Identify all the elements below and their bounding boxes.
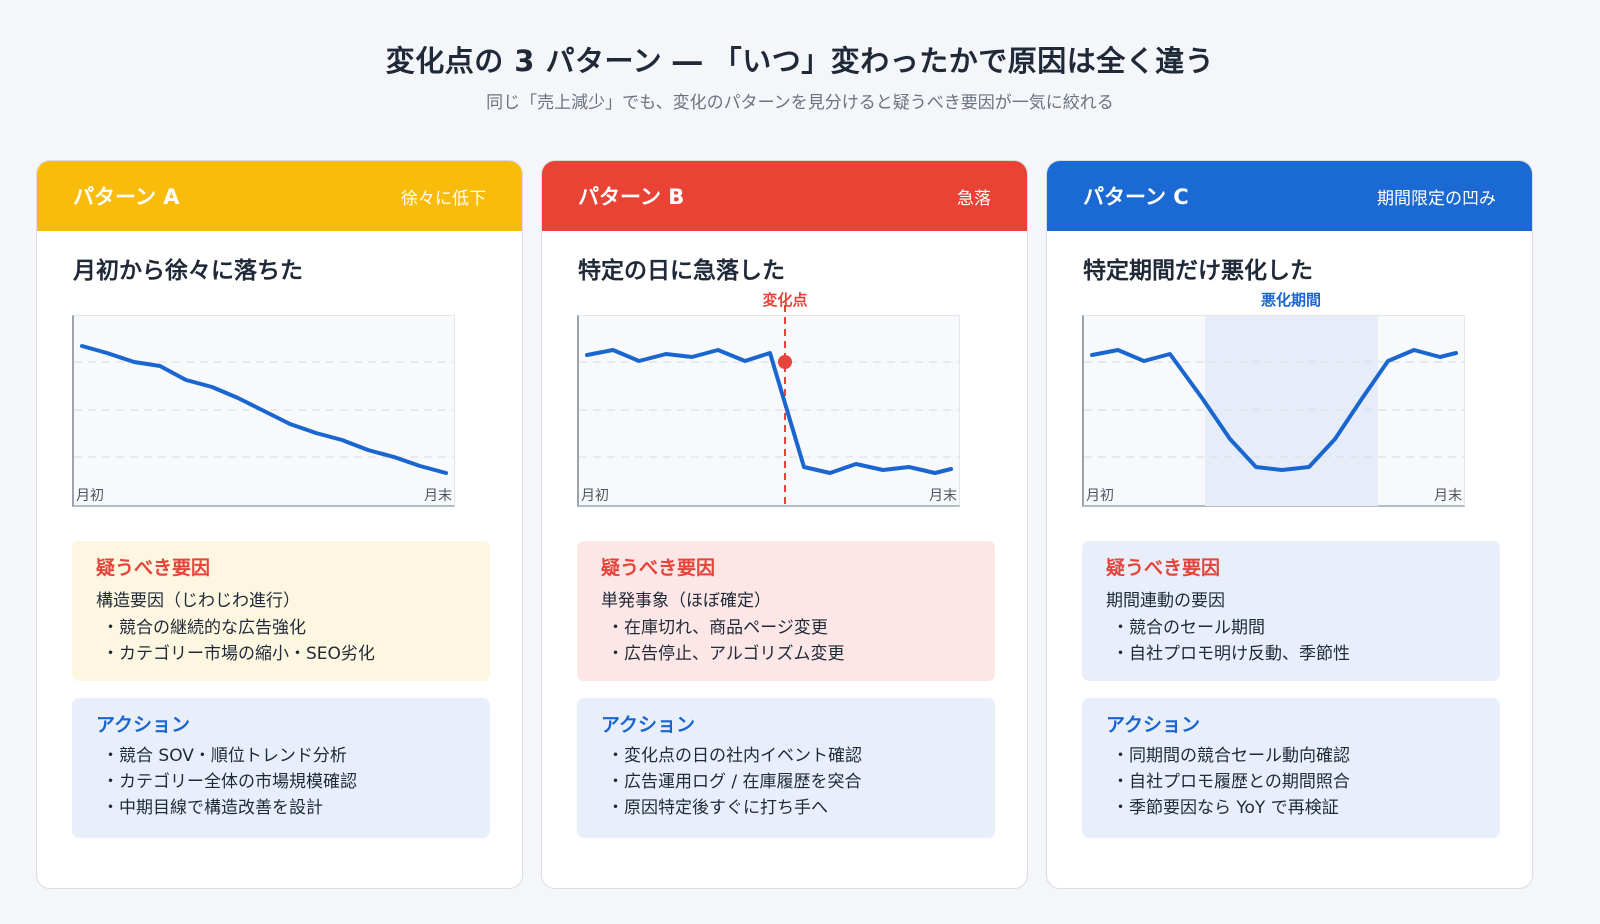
action-item: ・季節要因なら YoY で再検証 — [1112, 798, 1339, 818]
action-item: ・原因特定後すぐに打ち手へ — [607, 798, 828, 818]
cause-lead: 構造要因（じわじわ進行） — [96, 591, 300, 611]
page-subtitle: 同じ「売上減少」でも、変化のパターンを見分けると疑うべき要因が一気に絞れる — [486, 93, 1114, 113]
card-header-a: パターン A 徐々に低下 — [37, 161, 522, 231]
action-item: ・カテゴリー全体の市場規模確認 — [102, 772, 357, 792]
pattern-tag: 期間限定の凹み — [1377, 188, 1496, 209]
pattern-name: パターン C — [1083, 185, 1189, 209]
x-axis-start-label: 月初 — [581, 488, 609, 504]
pattern-tag: 徐々に低下 — [401, 188, 486, 209]
trend-chart-a: 月初 月末 — [72, 311, 456, 509]
action-item: ・自社プロモ履歴との期間照合 — [1112, 772, 1350, 792]
cause-item: ・在庫切れ、商品ページ変更 — [607, 618, 828, 638]
cause-title: 疑うべき要因 — [1106, 557, 1221, 579]
worsening-period-shade — [1205, 316, 1378, 506]
x-axis-start-label: 月初 — [76, 488, 104, 504]
cause-title: 疑うべき要因 — [96, 557, 211, 579]
action-box: アクション ・同期間の競合セール動向確認 ・自社プロモ履歴との期間照合 ・季節要… — [1082, 698, 1500, 838]
x-axis-end-label: 月末 — [424, 488, 452, 504]
action-title: アクション — [601, 714, 696, 736]
cause-item: ・広告停止、アルゴリズム変更 — [607, 644, 845, 664]
trend-line — [80, 344, 448, 475]
pattern-card-a: パターン A 徐々に低下 月初から徐々に落ちた 月初 月末 疑うべき要因 構造要… — [36, 160, 523, 889]
x-axis-end-label: 月末 — [929, 488, 957, 504]
action-box: アクション ・変化点の日の社内イベント確認 ・広告運用ログ / 在庫履歴を突合 … — [577, 698, 995, 838]
trend-line — [585, 348, 953, 475]
pattern-name: パターン B — [578, 185, 685, 209]
x-axis-start-label: 月初 — [1086, 488, 1114, 504]
cause-box: 疑うべき要因 単発事象（ほぼ確定） ・在庫切れ、商品ページ変更 ・広告停止、アル… — [577, 541, 995, 681]
pattern-heading: 月初から徐々に落ちた — [73, 258, 303, 284]
x-axis-end-label: 月末 — [1434, 488, 1462, 504]
card-header-b: パターン B 急落 — [542, 161, 1027, 231]
chart-svg — [579, 305, 960, 509]
trend-line — [1090, 348, 1458, 472]
cause-box: 疑うべき要因 期間連動の要因 ・競合のセール期間 ・自社プロモ明け反動、季節性 — [1082, 541, 1500, 681]
pattern-card-c: パターン C 期間限定の凹み 特定期間だけ悪化した 悪化期間 月初 月末 疑うべ… — [1046, 160, 1533, 889]
cause-lead: 期間連動の要因 — [1106, 591, 1225, 611]
cause-item: ・競合の継続的な広告強化 — [102, 618, 306, 638]
chart-svg — [1084, 316, 1465, 506]
change-point-dot — [778, 355, 792, 369]
action-item: ・競合 SOV・順位トレンド分析 — [102, 746, 347, 766]
page-title: 変化点の 3 パターン ― 「いつ」変わったかで原因は全く違う — [385, 44, 1215, 78]
pattern-name: パターン A — [73, 185, 180, 209]
action-item: ・広告運用ログ / 在庫履歴を突合 — [607, 772, 862, 792]
pattern-heading: 特定の日に急落した — [578, 258, 785, 284]
action-item: ・同期間の競合セール動向確認 — [1112, 746, 1350, 766]
pattern-card-b: パターン B 急落 特定の日に急落した 変化点 月初 月末 疑うべき要因 単発事… — [541, 160, 1028, 889]
cause-item: ・カテゴリー市場の縮小・SEO劣化 — [102, 644, 375, 664]
trend-chart-b: 変化点 月初 月末 — [577, 291, 961, 509]
chart-svg — [74, 344, 455, 475]
action-item: ・変化点の日の社内イベント確認 — [607, 746, 862, 766]
trend-chart-c: 悪化期間 月初 月末 — [1082, 291, 1466, 509]
cause-box: 疑うべき要因 構造要因（じわじわ進行） ・競合の継続的な広告強化 ・カテゴリー市… — [72, 541, 490, 681]
worsening-period-label: 悪化期間 — [1260, 291, 1322, 309]
cause-item: ・自社プロモ明け反動、季節性 — [1112, 644, 1350, 664]
action-title: アクション — [96, 714, 191, 736]
action-item: ・中期目線で構造改善を設計 — [102, 798, 323, 818]
chart-frame — [577, 315, 960, 507]
change-point-label: 変化点 — [762, 291, 808, 309]
cause-lead: 単発事象（ほぼ確定） — [601, 591, 771, 611]
pattern-heading: 特定期間だけ悪化した — [1083, 258, 1313, 284]
card-header-c: パターン C 期間限定の凹み — [1047, 161, 1532, 231]
action-box: アクション ・競合 SOV・順位トレンド分析 ・カテゴリー全体の市場規模確認 ・… — [72, 698, 490, 838]
cause-title: 疑うべき要因 — [601, 557, 716, 579]
action-title: アクション — [1106, 714, 1201, 736]
pattern-tag: 急落 — [957, 188, 991, 209]
cause-item: ・競合のセール期間 — [1112, 618, 1265, 638]
